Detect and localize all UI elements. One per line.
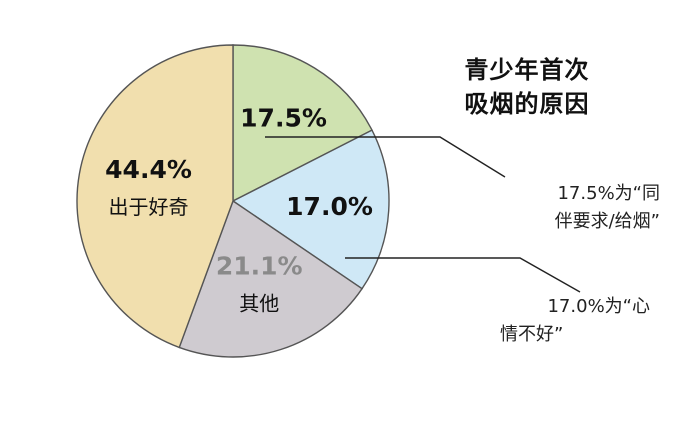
annotation-bad-mood-line-1: 17.0%为“心: [547, 296, 650, 317]
slice-value-label-1: 17.0%: [286, 192, 373, 221]
slice-value-label-3: 44.4%: [105, 155, 192, 184]
slice-value-label-0: 17.5%: [240, 104, 327, 133]
pie-slice-3: [76, 44, 234, 349]
leader-line-1: [345, 257, 581, 293]
pie-slice-0: [232, 44, 373, 203]
chart-title-line-2: 吸烟的原因: [464, 90, 590, 118]
pie-slice-2: [178, 199, 363, 358]
annotation-bad-mood-line-2: 情不好”: [500, 324, 564, 345]
slice-value-label-2: 21.1%: [216, 252, 303, 281]
chart-title-line-1: 青少年首次: [464, 56, 590, 84]
annotation-peer-pressure-line-1: 17.5%为“同: [557, 183, 660, 204]
slice-category-label-3: 出于好奇: [109, 195, 189, 219]
leader-line-0: [265, 136, 506, 178]
pie-slice-1: [231, 129, 390, 290]
slice-category-label-2: 其他: [239, 292, 279, 316]
annotation-bad-mood: 17.0%为“心 情不好”: [500, 293, 650, 349]
annotation-peer-pressure: 17.5%为“同 伴要求/给烟”: [470, 180, 660, 236]
annotation-peer-pressure-line-2: 伴要求/给烟”: [554, 211, 660, 232]
